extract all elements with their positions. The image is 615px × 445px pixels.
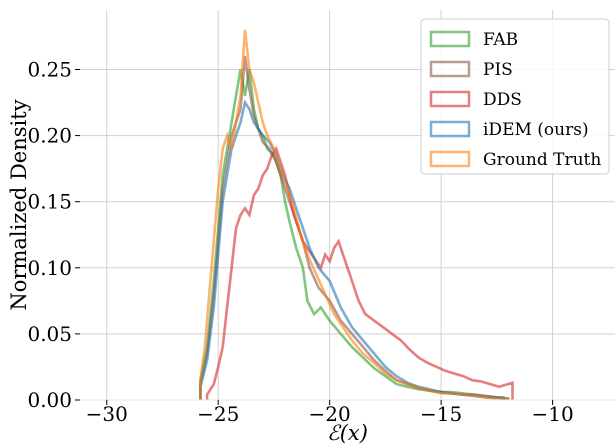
legend-label: DDS: [483, 90, 522, 110]
y-tick-label: 0.00: [27, 388, 72, 412]
x-axis-label: ℰ(x): [327, 421, 368, 445]
legend-swatch: [429, 30, 471, 48]
series-dds-histogram: [205, 145, 514, 400]
y-tick-label: 0.10: [27, 256, 72, 280]
x-axis: −30 −25 −20 −15 −10: [80, 399, 615, 426]
y-axis: 0.00 0.05 0.10 0.15 0.20 0.25: [27, 57, 80, 412]
y-tick-label: 0.15: [27, 190, 72, 214]
legend-label: FAB: [483, 30, 518, 50]
y-axis-label: Normalized Density: [7, 99, 31, 310]
legend-swatch: [429, 60, 471, 78]
y-tick-label: 0.20: [27, 124, 72, 148]
x-tick-label: −15: [420, 402, 462, 426]
series-ground-truth-histogram: [199, 29, 510, 400]
x-tick-label: −30: [86, 402, 128, 426]
x-tick-label: −20: [309, 402, 351, 426]
legend-swatch: [429, 90, 471, 108]
legend-swatch: [429, 150, 471, 168]
x-tick-label: −25: [197, 402, 239, 426]
series-layer: [199, 29, 514, 400]
legend-label: iDEM (ours): [483, 120, 589, 140]
legend: FAB PIS DDS iDEM (ours) Ground Truth: [420, 18, 610, 175]
y-tick-label: 0.05: [27, 322, 72, 346]
x-tick-label: −10: [531, 402, 573, 426]
legend-label: PIS: [483, 60, 513, 80]
legend-label: Ground Truth: [483, 150, 601, 170]
y-tick-label: 0.25: [27, 57, 72, 81]
legend-swatch: [429, 120, 471, 138]
